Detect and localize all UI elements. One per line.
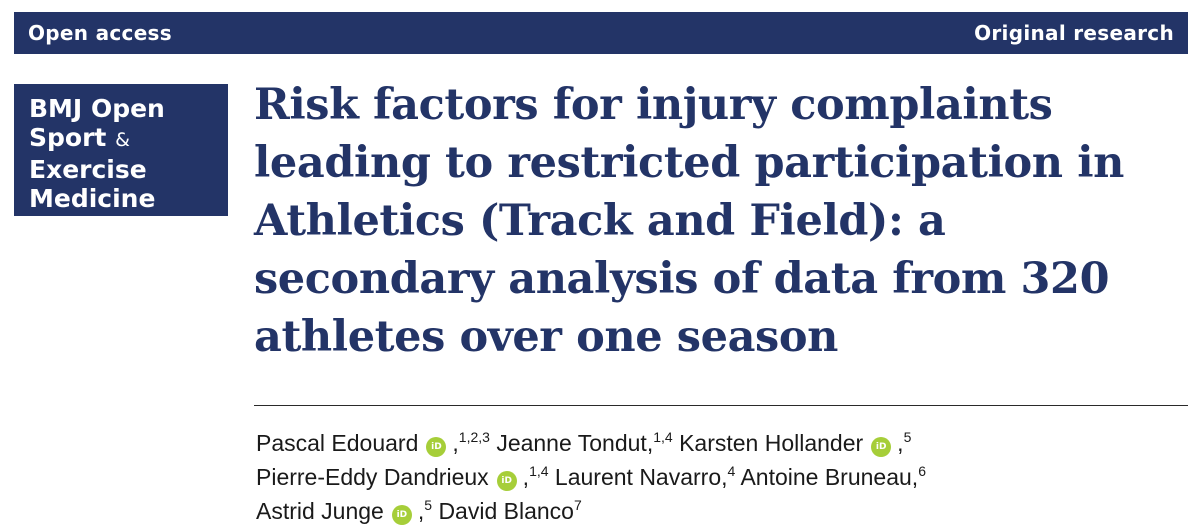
author-line: Pierre-Eddy Dandrieux iD ,1,4 Laurent Nava… <box>256 463 926 491</box>
journal-logo: BMJ Open Sport & Exercise Medicine <box>14 84 228 216</box>
author-affiliation: 6 <box>918 463 926 479</box>
author-affiliation: 4 <box>727 463 736 479</box>
article-title: Risk factors for injury complaints leadi… <box>254 80 1125 362</box>
article-type-bar: Open access Original research <box>14 12 1188 54</box>
author-name: Karsten Hollander <box>679 430 864 456</box>
orcid-icon[interactable]: iD <box>871 437 892 457</box>
author-affiliation: 1,2,3 <box>458 429 490 445</box>
title-divider <box>254 405 1188 406</box>
author-line: Astrid Junge iD ,5 David Blanco7 <box>256 497 582 525</box>
journal-logo-ampersand: & <box>115 129 130 151</box>
author-affiliation: 1,4 <box>529 463 549 479</box>
journal-logo-line-2: Sport & <box>29 123 214 155</box>
author-affiliation: 5 <box>903 429 912 445</box>
orcid-icon[interactable]: iD <box>496 471 517 491</box>
author-name: Pierre-Eddy Dandrieux <box>256 464 489 490</box>
author-name: Antoine Bruneau <box>740 464 912 490</box>
author-affiliation: 7 <box>573 497 582 513</box>
journal-logo-line-1: BMJ Open <box>29 94 165 123</box>
author-list: Pascal Edouard iD ,1,2,3 Jeanne Tondut,1,4… <box>256 426 1191 528</box>
author-name: David Blanco <box>438 498 574 524</box>
article-type-label: Original research <box>974 21 1174 45</box>
orcid-icon[interactable]: iD <box>391 505 412 525</box>
author-affiliation: 1,4 <box>653 429 673 445</box>
orcid-icon[interactable]: iD <box>426 437 447 457</box>
author-line: Pascal Edouard iD ,1,2,3 Jeanne Tondut,1,4… <box>256 429 912 457</box>
author-name: Laurent Navarro <box>554 464 722 490</box>
journal-logo-word-sport: Sport <box>29 123 107 152</box>
author-name: Astrid Junge <box>256 498 384 524</box>
open-access-label: Open access <box>28 21 172 45</box>
author-affiliation: 5 <box>424 497 433 513</box>
author-name: Pascal Edouard <box>256 430 419 456</box>
author-name: Jeanne Tondut <box>496 430 647 456</box>
journal-logo-line-4: Medicine <box>29 184 156 213</box>
journal-logo-line-3: Exercise <box>29 155 147 184</box>
